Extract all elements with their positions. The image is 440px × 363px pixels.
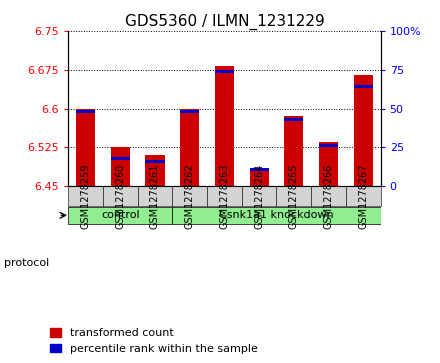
Bar (319, 142, 338, 186)
Text: control: control (101, 210, 139, 220)
FancyBboxPatch shape (172, 207, 381, 224)
Bar (249, 171, 269, 186)
Bar (354, 75, 373, 186)
FancyBboxPatch shape (346, 186, 381, 205)
Text: GSM1278264: GSM1278264 (254, 163, 264, 229)
Text: GSM1278262: GSM1278262 (185, 163, 194, 229)
Bar (354, 85, 373, 88)
FancyBboxPatch shape (276, 186, 311, 205)
Text: GSM1278266: GSM1278266 (323, 163, 334, 229)
Bar (146, 155, 165, 186)
Text: protocol: protocol (4, 258, 50, 268)
Text: GSM1278265: GSM1278265 (289, 163, 299, 229)
Legend: transformed count, percentile rank within the sample: transformed count, percentile rank withi… (50, 328, 257, 354)
Bar (284, 116, 303, 186)
Bar (146, 160, 165, 163)
FancyBboxPatch shape (68, 186, 103, 205)
Text: GSM1278261: GSM1278261 (150, 163, 160, 229)
FancyBboxPatch shape (103, 186, 138, 205)
Bar (180, 109, 199, 186)
Text: Csnk1a1 knockdown: Csnk1a1 knockdown (219, 210, 334, 220)
Bar (180, 110, 199, 113)
FancyBboxPatch shape (242, 186, 276, 205)
FancyBboxPatch shape (207, 186, 242, 205)
FancyBboxPatch shape (311, 186, 346, 205)
Text: GSM1278259: GSM1278259 (81, 163, 91, 229)
Bar (215, 70, 234, 73)
FancyBboxPatch shape (68, 207, 172, 224)
Bar (76, 109, 95, 186)
Bar (249, 168, 269, 171)
Bar (284, 118, 303, 121)
Text: GSM1278267: GSM1278267 (358, 163, 368, 229)
Bar (111, 147, 130, 186)
Bar (76, 110, 95, 113)
FancyBboxPatch shape (172, 186, 207, 205)
Text: GSM1278263: GSM1278263 (220, 163, 229, 229)
Title: GDS5360 / ILMN_1231229: GDS5360 / ILMN_1231229 (125, 13, 324, 29)
FancyBboxPatch shape (138, 186, 172, 205)
Bar (319, 144, 338, 147)
Bar (215, 66, 234, 186)
Text: GSM1278260: GSM1278260 (115, 163, 125, 229)
Bar (111, 157, 130, 160)
